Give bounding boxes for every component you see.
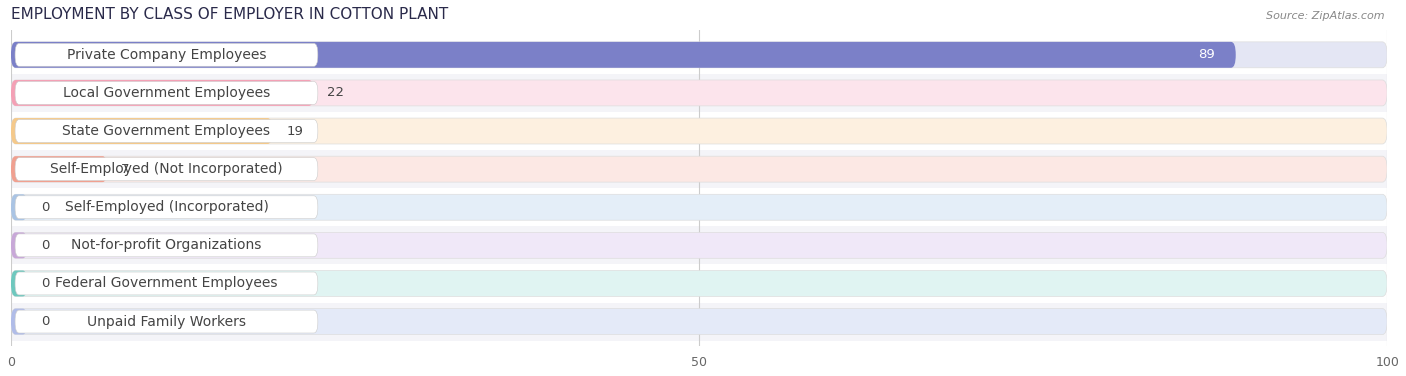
FancyBboxPatch shape [11,194,1388,220]
Text: 0: 0 [41,315,49,328]
FancyBboxPatch shape [15,196,318,219]
FancyBboxPatch shape [11,118,1388,144]
FancyBboxPatch shape [11,118,273,144]
Text: Local Government Employees: Local Government Employees [63,86,270,100]
FancyBboxPatch shape [15,158,318,180]
FancyBboxPatch shape [11,309,1388,335]
FancyBboxPatch shape [11,232,1388,258]
FancyBboxPatch shape [11,232,28,258]
Text: 19: 19 [287,124,304,138]
Text: State Government Employees: State Government Employees [62,124,270,138]
Text: Not-for-profit Organizations: Not-for-profit Organizations [72,238,262,252]
FancyBboxPatch shape [11,194,28,220]
Text: Unpaid Family Workers: Unpaid Family Workers [87,315,246,329]
FancyBboxPatch shape [15,43,318,66]
FancyBboxPatch shape [15,234,318,257]
FancyBboxPatch shape [15,310,318,333]
FancyBboxPatch shape [15,120,318,143]
Text: 22: 22 [328,86,344,99]
Text: Private Company Employees: Private Company Employees [66,48,266,62]
Text: Self-Employed (Not Incorporated): Self-Employed (Not Incorporated) [51,162,283,176]
Text: 0: 0 [41,277,49,290]
Bar [11,188,1388,226]
Bar [11,74,1388,112]
Text: Source: ZipAtlas.com: Source: ZipAtlas.com [1267,11,1385,21]
FancyBboxPatch shape [11,156,107,182]
Text: EMPLOYMENT BY CLASS OF EMPLOYER IN COTTON PLANT: EMPLOYMENT BY CLASS OF EMPLOYER IN COTTO… [11,7,449,22]
Text: 89: 89 [1198,49,1215,61]
Text: 7: 7 [121,163,129,176]
Bar [11,150,1388,188]
FancyBboxPatch shape [11,42,1236,68]
Text: Federal Government Employees: Federal Government Employees [55,276,278,290]
FancyBboxPatch shape [15,82,318,105]
FancyBboxPatch shape [11,80,1388,106]
Bar [11,303,1388,341]
FancyBboxPatch shape [11,309,28,335]
Bar [11,226,1388,264]
Text: Self-Employed (Incorporated): Self-Employed (Incorporated) [65,200,269,214]
Text: 0: 0 [41,239,49,252]
FancyBboxPatch shape [15,272,318,295]
Text: 0: 0 [41,201,49,214]
FancyBboxPatch shape [11,80,314,106]
Bar [11,112,1388,150]
Bar [11,36,1388,74]
FancyBboxPatch shape [11,156,1388,182]
Bar [11,264,1388,303]
FancyBboxPatch shape [11,42,1388,68]
FancyBboxPatch shape [11,270,28,296]
FancyBboxPatch shape [11,270,1388,296]
